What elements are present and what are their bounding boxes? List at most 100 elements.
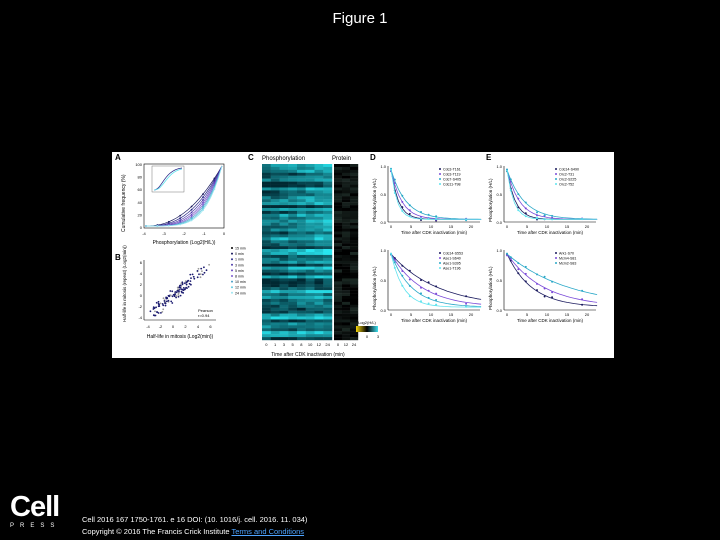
panel-b-point — [156, 311, 159, 314]
panel-d-top-point — [408, 215, 411, 218]
panel-c-heat-cell — [350, 275, 359, 279]
panel-c-heat-cell — [305, 269, 315, 273]
panel-c-heat-cell — [279, 322, 289, 326]
panel-c-heat-cell — [288, 234, 298, 238]
panel-c-heat-cell — [314, 257, 324, 261]
panel-c-heat-cell — [305, 175, 315, 179]
panel-d-bottom-point — [435, 285, 438, 288]
panel-c-heat-cell — [305, 164, 315, 168]
panel-e-top-xtick: 10 — [545, 224, 550, 229]
panel-c-heat-cell — [314, 240, 324, 244]
panel-c-heat-cell — [342, 319, 351, 323]
panel-c-heat-cell — [297, 175, 306, 179]
panel-c-heat-cell — [314, 172, 324, 176]
panel-d-bottom-xtick: 15 — [449, 312, 454, 317]
panel-c-heat-cell — [305, 210, 315, 215]
panel-c-heat-cell — [342, 301, 351, 305]
panel-c-heat-cell — [270, 284, 280, 288]
panel-c-heat-cell — [314, 249, 324, 253]
panel-c-heat-cell — [305, 234, 315, 238]
panel-c-heat-cell — [262, 266, 271, 270]
panel-c-heat-cell — [262, 334, 271, 338]
panel-b-point — [164, 302, 167, 305]
panel-c-xtick: 12 — [317, 342, 322, 347]
panel-c-heat-cell — [270, 199, 280, 203]
panel-b-point — [158, 303, 160, 306]
panel-c-heat-cell — [297, 202, 306, 206]
panel-b-point — [199, 276, 202, 279]
panel-c-heat-cell — [262, 210, 271, 215]
panel-c-heat-cell — [350, 205, 359, 209]
panel-e-bottom-point — [551, 291, 554, 294]
panel-c-heat-cell — [323, 325, 333, 329]
panel-c-heat-cell — [305, 290, 315, 294]
panel-c-heat-cell — [314, 231, 324, 235]
panel-c-heat-cell — [288, 190, 298, 194]
panel-c-heat-cell — [270, 187, 280, 191]
panel-c-heat-cell — [334, 252, 343, 256]
panel-c-heat-cell — [279, 228, 289, 232]
panel-c-heat-cell — [314, 169, 324, 173]
panel-b-point — [162, 304, 165, 307]
panel-c-heat-cell — [350, 266, 359, 270]
panel-c-heat-cell — [334, 234, 343, 238]
panel-c-heat-cell — [288, 166, 298, 171]
panel-c-heat-cell — [334, 278, 343, 282]
panel-c-heat-cell — [334, 216, 343, 220]
panel-d-bottom-point — [465, 302, 468, 305]
panel-b-point — [163, 300, 166, 302]
panel-c-heat-cell — [279, 240, 289, 244]
panel-c-heat-cell — [305, 240, 315, 244]
panel-c-heat-cell — [342, 331, 351, 335]
panel-c-heat-cell — [323, 237, 333, 241]
panel-c-heat-cell — [342, 325, 351, 329]
panel-c-heat-cell — [288, 202, 298, 206]
panel-d-bottom-point — [465, 295, 468, 298]
panel-b-point — [203, 271, 206, 274]
panel-c-heat-cell — [279, 216, 289, 220]
panel-c-heat-cell — [288, 293, 298, 297]
panel-c-heat-cell — [288, 205, 298, 209]
panel-c-heat-cell — [305, 193, 315, 197]
panel-c-heat-cell — [323, 187, 333, 191]
panel-c-heat-cell — [334, 275, 343, 279]
panel-c-heat-cell — [270, 307, 280, 311]
panel-c-heat-cell — [350, 228, 359, 232]
panel-c-heat-cell — [350, 272, 359, 276]
panel-c-heat-cell — [314, 234, 324, 238]
panel-d-top-point — [420, 217, 422, 220]
panel-c-heat-cell — [305, 199, 315, 203]
panel-b-ytick: 6 — [140, 260, 143, 265]
panel-c-heat-cell — [323, 257, 333, 261]
panel-c-heat-cell — [323, 164, 333, 168]
panel-e-bottom-point — [543, 295, 546, 298]
panel-d-top-point — [401, 200, 404, 203]
panel-c-heat-cell — [305, 225, 315, 229]
panel-c-heat-cell — [342, 240, 351, 244]
panel-c-heat-cell — [323, 199, 333, 203]
panel-c-heat-cell — [270, 237, 280, 241]
panel-c-heat-cell — [350, 328, 359, 332]
terms-link[interactable]: Terms and Conditions — [231, 527, 305, 536]
panel-d-top-point — [465, 218, 468, 221]
panel-a-legend-entry: 10 min — [235, 280, 246, 284]
panel-b-point — [162, 297, 165, 300]
panel-c-heat-cell — [297, 172, 306, 176]
panel-a-legend-marker — [231, 280, 233, 283]
panel-c-heat-cell — [297, 213, 306, 217]
panel-c-heat-cell — [323, 243, 333, 247]
panel-b-xtick: -4 — [146, 324, 150, 329]
panel-c-heat-cell — [342, 278, 351, 282]
panel-c-heat-cell — [305, 216, 315, 220]
panel-c-heat-cell — [323, 249, 333, 253]
panel-c-heat-cell — [297, 166, 306, 171]
panel-e-bottom-point — [524, 265, 527, 268]
panel-a-legend-marker — [231, 275, 233, 277]
panel-a-legend-marker — [231, 247, 233, 249]
panel-c-heat-cell — [334, 249, 343, 253]
panel-c-heat-cell — [262, 325, 271, 329]
panel-c-heat-cell — [288, 164, 298, 168]
panel-b-point — [155, 301, 158, 304]
panel-c-heat-cell — [288, 181, 298, 185]
panel-c-heat-cell — [279, 269, 289, 273]
